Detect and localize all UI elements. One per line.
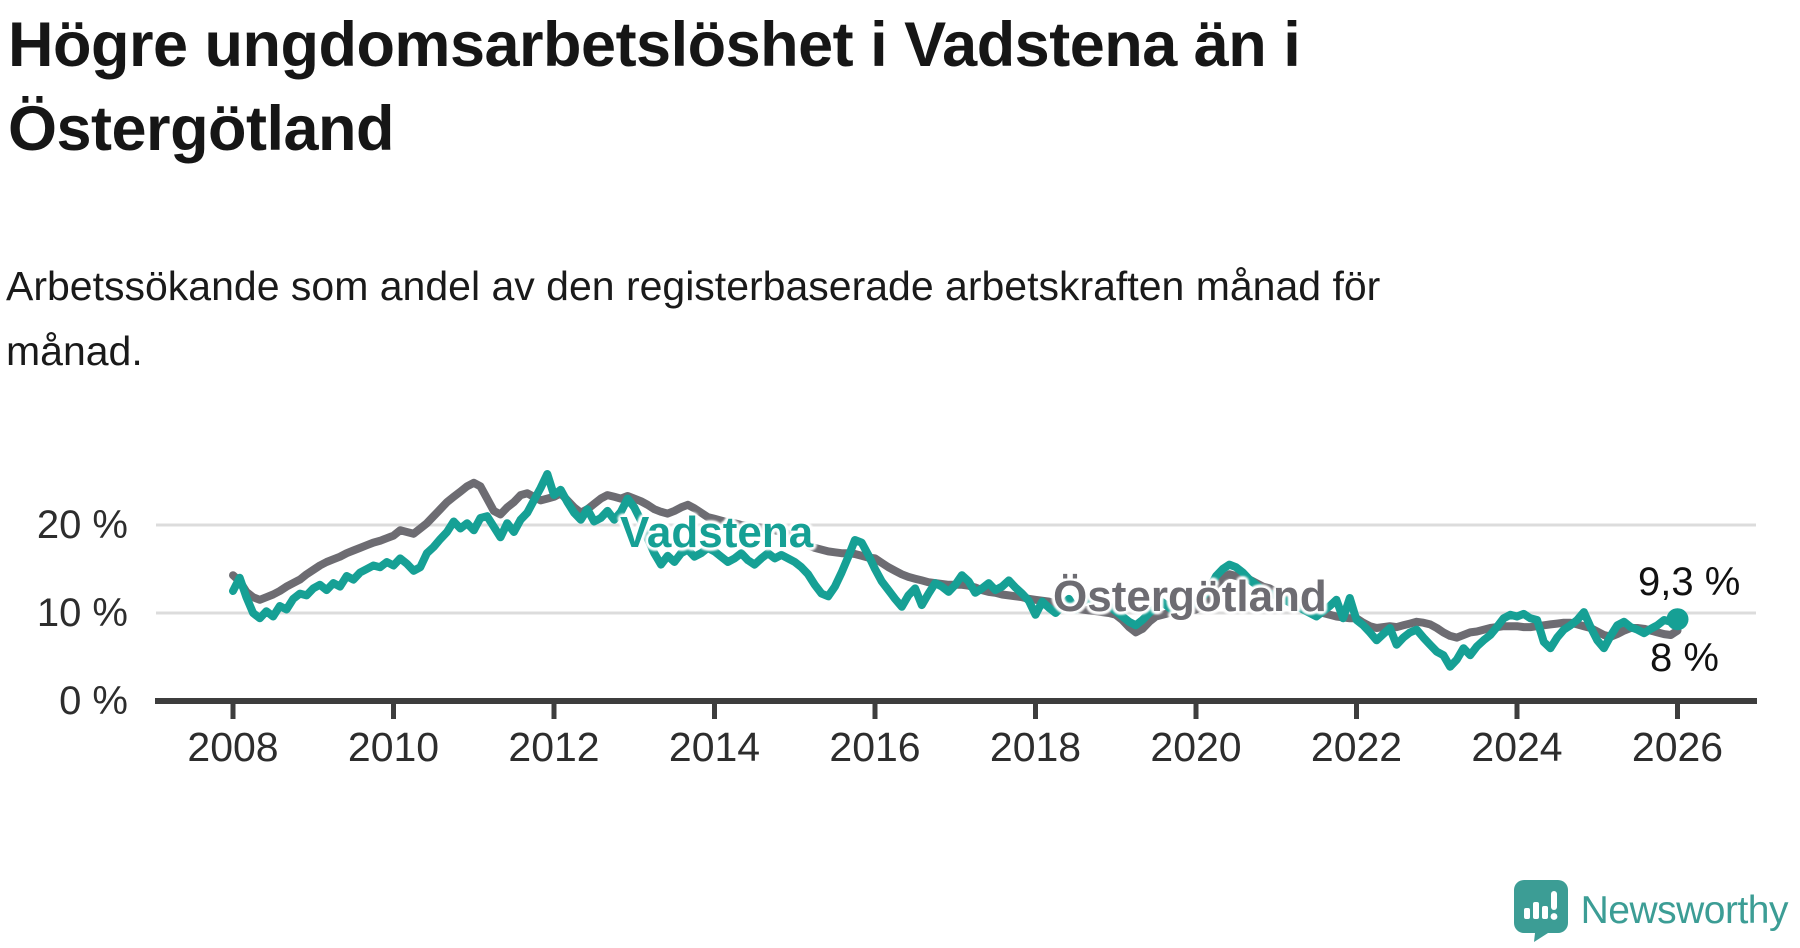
y-tick-label-0: 0 % [59,679,128,723]
x-tick-label-2014: 2014 [668,724,761,770]
x-tick-label-2008: 2008 [187,724,279,770]
series-line-vadstena [229,470,1682,671]
newsworthy-attribution[interactable]: Newsworthy [1513,880,1789,942]
end-value-label-ostergotland: 8 % [1650,636,1719,680]
x-axis-tickmarks [230,701,1680,719]
y-tick-label-10: 10 % [36,591,128,635]
series-end-dot-vadstena [1666,608,1689,631]
x-tick-label-2022: 2022 [1310,724,1403,770]
series-label-ostergotland: Östergötland [1053,572,1327,621]
x-tick-label-2012: 2012 [508,724,600,770]
x-tick-label-2016: 2016 [829,724,921,770]
x-axis [155,698,1757,719]
series-label-vadstena: Vadstena [620,508,814,557]
end-value-label-vadstena: 9,3 % [1638,560,1741,604]
newsworthy-brand-text: Newsworthy [1580,889,1789,932]
chart-title: Högre ungdomsarbetslöshet i Vadstena än … [8,10,1301,164]
chart-subtitle: Arbetssökande som andel av den registerb… [6,263,1381,374]
x-tick-label-2010: 2010 [347,724,440,770]
x-tick-label-2018: 2018 [989,724,1082,770]
x-tick-label-2024: 2024 [1471,724,1563,770]
x-tick-label-2026: 2026 [1631,724,1724,770]
newsworthy-logo-icon [1513,880,1568,942]
y-tick-label-20: 20 % [36,503,128,547]
x-tick-label-2020: 2020 [1150,724,1242,770]
